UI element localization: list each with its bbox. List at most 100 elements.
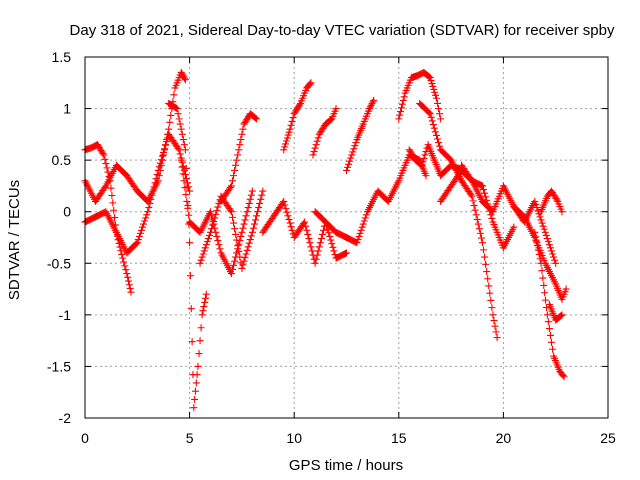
data-point [542, 296, 550, 304]
data-point [330, 247, 338, 255]
data-point [241, 254, 249, 262]
data-point [178, 70, 186, 78]
data-point [551, 256, 559, 264]
data-point [434, 99, 442, 107]
data-point [478, 239, 486, 247]
data-point [150, 183, 158, 191]
data-point [552, 259, 560, 267]
y-tick-label: -1.5 [47, 358, 71, 374]
data-point [541, 228, 549, 236]
series-track-9 [280, 79, 315, 154]
data-point [226, 183, 234, 191]
data-point [159, 148, 167, 156]
data-point [426, 110, 434, 118]
data-point [544, 238, 552, 246]
data-point [118, 250, 126, 258]
data-point [491, 322, 499, 330]
data-point [211, 214, 219, 222]
data-point [318, 230, 326, 238]
data-point [560, 373, 568, 381]
data-point [142, 214, 150, 222]
plot-frame [84, 56, 609, 419]
data-point [226, 206, 234, 214]
data-point [247, 232, 255, 240]
data-point [237, 136, 245, 144]
data-point [234, 151, 242, 159]
data-point [351, 142, 359, 150]
data-point [181, 184, 189, 192]
data-point [213, 232, 221, 240]
series-track-13 [395, 68, 445, 123]
data-point [135, 232, 143, 240]
data-point [147, 195, 155, 203]
data-point [181, 74, 189, 82]
data-point [248, 228, 256, 236]
data-point [101, 155, 109, 163]
data-point [345, 160, 353, 168]
data-point [370, 96, 378, 104]
data-point [296, 101, 304, 109]
data-point [214, 237, 222, 245]
data-point [180, 177, 188, 185]
data-point [369, 98, 377, 106]
y-tick-label: -2 [59, 410, 72, 426]
data-point [430, 124, 438, 132]
data-point [145, 204, 153, 212]
data-point [157, 156, 165, 164]
data-point [314, 247, 322, 255]
data-point [470, 202, 478, 210]
data-point [431, 88, 439, 96]
data-point [313, 251, 321, 259]
data-point [545, 325, 553, 333]
data-point [493, 334, 501, 342]
data-point [134, 236, 142, 244]
data-point [397, 104, 405, 112]
data-point [173, 105, 181, 113]
data-point [425, 73, 433, 81]
data-point [201, 294, 209, 302]
data-point [156, 159, 164, 167]
data-point [208, 225, 216, 233]
data-point [207, 208, 215, 216]
data-point [310, 148, 318, 156]
data-point [125, 277, 133, 285]
data-point [285, 215, 293, 223]
data-point [489, 311, 497, 319]
data-point [282, 140, 290, 148]
data-point [471, 206, 479, 214]
data-point [326, 232, 334, 240]
data-point [238, 130, 246, 138]
series-track-4 [165, 99, 210, 412]
data-point [139, 223, 147, 231]
series-track-20 [537, 187, 566, 216]
data-point [488, 214, 496, 222]
data-point [253, 115, 261, 123]
data-point [437, 115, 445, 123]
data-point [283, 134, 291, 142]
data-point [196, 337, 204, 345]
data-point [227, 182, 235, 190]
data-point [230, 261, 238, 269]
data-point [287, 223, 295, 231]
data-point [543, 235, 551, 243]
data-point [178, 130, 186, 138]
data-point [246, 236, 254, 244]
data-point [236, 141, 244, 149]
data-point [307, 79, 315, 87]
data-point [559, 371, 567, 379]
data-point [258, 191, 266, 199]
data-point [250, 220, 258, 228]
x-tick-label: 5 [186, 430, 194, 446]
data-point [281, 143, 289, 151]
data-point [240, 257, 248, 265]
data-point [283, 208, 291, 216]
data-point [242, 250, 250, 258]
data-point [238, 228, 246, 236]
data-point [228, 177, 236, 185]
data-point [141, 217, 149, 225]
data-point [536, 213, 544, 221]
data-point [557, 312, 565, 320]
data-point [245, 199, 253, 207]
data-point [234, 242, 242, 250]
data-point [185, 211, 193, 219]
